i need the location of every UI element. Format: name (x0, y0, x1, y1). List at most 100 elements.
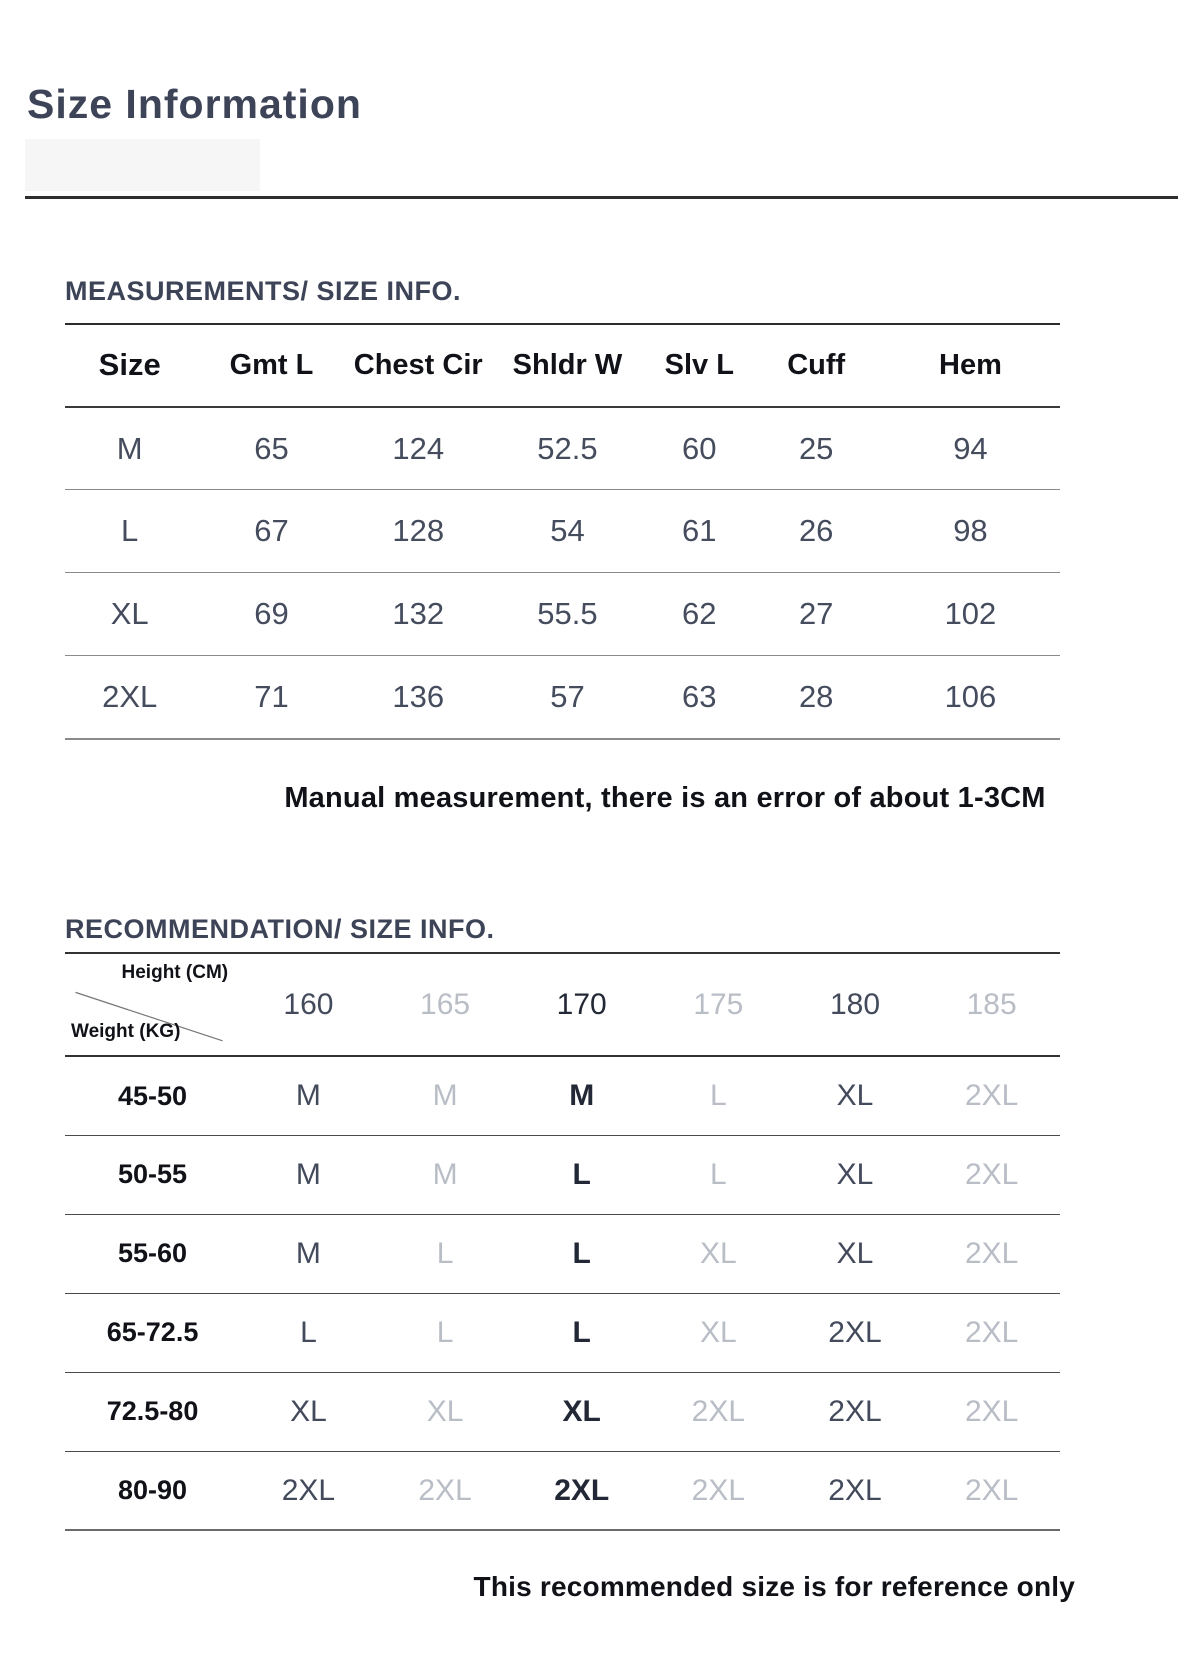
recommended-size: XL (426, 1394, 464, 1428)
recommended-size: L (300, 1315, 317, 1349)
measurement-size-label: M (116, 430, 143, 466)
measurement-value: 54 (550, 513, 585, 549)
measurement-size-label: 2XL (102, 679, 158, 715)
measurement-error-note: Manual measurement, there is an error of… (284, 781, 1046, 814)
measurements-heading: MEASUREMENTS/ SIZE INFO. (65, 276, 462, 307)
recommendation-table: Height (CM) Weight (KG) 160 165 170 175 180 185… (65, 952, 1060, 1531)
measurements-column-chest-cir: Chest Cir (353, 348, 483, 381)
measurements-column-shldr-w: Shldr W (512, 348, 623, 381)
recommended-size: XL (700, 1315, 737, 1349)
measurements-section: MEASUREMENTS/ SIZE INFO. Size Gmt L Chest … (0, 276, 1200, 815)
measurements-header-row: Size Gmt L Chest Cir Shldr W Slv L Cuff Hem (65, 324, 1060, 407)
measurement-value: 57 (550, 679, 585, 715)
measurements-column-hem: Hem (939, 348, 1002, 381)
recommendation-row-72.5-80: 72.5-80 XL XL XL 2XL 2XL 2XL (65, 1372, 1060, 1452)
recommended-size: 2XL (964, 1157, 1019, 1191)
measurement-value: 132 (392, 596, 445, 632)
recommended-size: 2XL (964, 1394, 1019, 1428)
weight-range-label: 80-90 (118, 1475, 188, 1506)
height-column-160: 160 (283, 987, 334, 1021)
measurement-row-xl: XL 69 132 55.5 62 27 102 (65, 573, 1060, 656)
reference-only-note: This recommended size is for reference o… (473, 1571, 1075, 1603)
recommended-size: L (572, 1157, 591, 1191)
recommendation-section: RECOMMENDATION/ SIZE INFO. Height (CM) We… (0, 913, 1200, 1604)
recommendation-heading: RECOMMENDATION/ SIZE INFO. (65, 913, 495, 944)
measurements-column-size: Size (98, 347, 161, 383)
recommended-size: L (710, 1079, 727, 1113)
recommended-size: M (295, 1079, 321, 1113)
recommended-size: XL (562, 1394, 601, 1428)
recommended-size: 2XL (418, 1473, 472, 1507)
recommended-size: XL (700, 1236, 737, 1270)
recommended-size: L (572, 1236, 591, 1270)
recommended-size: 2XL (964, 1236, 1019, 1270)
recommended-size: XL (836, 1157, 874, 1191)
recommended-size: M (295, 1236, 321, 1270)
measurement-value: 98 (953, 513, 988, 549)
measurement-value: 94 (953, 430, 988, 466)
height-column-165: 165 (420, 987, 471, 1021)
recommended-size: M (295, 1157, 321, 1191)
recommendation-row-55-60: 55-60 M L L XL XL 2XL (65, 1214, 1060, 1294)
recommended-size: 2XL (964, 1315, 1019, 1349)
recommended-size: 2XL (281, 1473, 336, 1507)
measurements-table: Size Gmt L Chest Cir Shldr W Slv L Cuff Hem M 6… (65, 322, 1060, 740)
recommended-size: L (572, 1315, 591, 1349)
measurement-value: 69 (254, 596, 289, 632)
weight-range-label: 72.5-80 (106, 1396, 199, 1427)
measurement-value: 102 (944, 596, 997, 632)
recommended-size: 2XL (964, 1473, 1019, 1507)
recommended-size: M (569, 1079, 595, 1113)
measurement-value: 60 (682, 430, 717, 466)
measurement-value: 62 (682, 596, 717, 632)
recommended-size: L (436, 1315, 454, 1349)
recommended-size: L (436, 1236, 454, 1270)
measurements-table-body: M 65 124 52.5 60 25 94 L 67 128 54 61 26 98 XL 69 132 55.… (65, 407, 1060, 739)
measurement-value: 128 (392, 513, 445, 549)
measurement-value: 26 (798, 513, 834, 549)
measurement-value: 67 (254, 513, 289, 549)
recommendation-header-row: Height (CM) Weight (KG) 160 165 170 175 180 185 (65, 953, 1060, 1057)
measurement-value: 52.5 (537, 430, 598, 466)
measurement-value: 63 (682, 679, 717, 715)
height-column-180: 180 (829, 987, 881, 1021)
recommended-size: L (710, 1157, 727, 1191)
height-weight-corner-cell: Height (CM) Weight (KG) (65, 953, 240, 1056)
measurement-value: 124 (392, 430, 445, 466)
recommended-size: XL (290, 1394, 327, 1428)
recommendation-row-80-90: 80-90 2XL 2XL 2XL 2XL 2XL 2XL (65, 1451, 1060, 1531)
measurement-value: 106 (944, 679, 997, 715)
recommendation-row-50-55: 50-55 M M L L XL 2XL (65, 1135, 1060, 1215)
measurement-row-m: M 65 124 52.5 60 25 94 (65, 407, 1060, 490)
diagonal-divider-line (65, 954, 240, 1055)
recommended-size: 2XL (554, 1473, 610, 1507)
recommended-size: 2XL (691, 1394, 746, 1428)
recommended-size: XL (836, 1079, 874, 1113)
measurement-row-l: L 67 128 54 61 26 98 (65, 490, 1060, 573)
recommended-size: XL (836, 1236, 874, 1270)
measurements-table-header: Size Gmt L Chest Cir Shldr W Slv L Cuff Hem (65, 324, 1060, 407)
recommended-size: 2XL (828, 1473, 882, 1507)
recommendation-table-body: 45-50 M M M L XL 2XL 50-55 M M L L XL 2XL 55-60 M L L XL XL… (65, 1056, 1060, 1531)
measurement-size-label: L (121, 513, 139, 549)
height-column-175: 175 (693, 987, 744, 1021)
measurement-value: 28 (798, 679, 834, 715)
recommended-size: 2XL (964, 1079, 1019, 1113)
recommended-size: M (432, 1079, 458, 1113)
measurements-column-gmt-l: Gmt L (229, 348, 314, 381)
page-title: Size Information (27, 81, 362, 127)
measurement-value: 71 (254, 679, 289, 715)
recommended-size: M (432, 1157, 458, 1191)
measurement-size-label: XL (110, 596, 149, 632)
recommended-size: 2XL (828, 1394, 882, 1428)
weight-range-label: 50-55 (118, 1159, 188, 1190)
measurement-value: 55.5 (537, 596, 598, 632)
measurement-value: 65 (254, 430, 289, 466)
measurement-value: 61 (682, 513, 717, 549)
measurements-column-cuff: Cuff (787, 348, 846, 381)
recommended-size: 2XL (828, 1315, 882, 1349)
recommendation-table-header: Height (CM) Weight (KG) 160 165 170 175 180 185 (65, 953, 1060, 1057)
recommended-size: 2XL (691, 1473, 746, 1507)
measurement-value: 27 (798, 596, 834, 632)
